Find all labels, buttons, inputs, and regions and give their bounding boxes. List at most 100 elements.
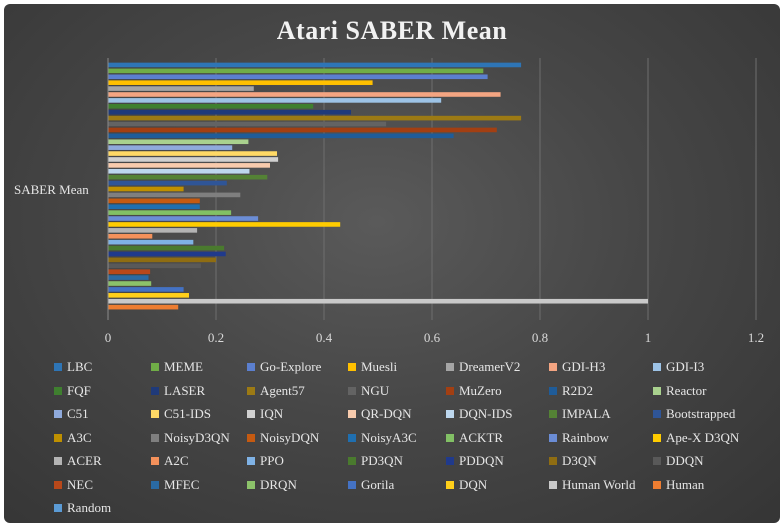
bar-gdi-i3 [108, 98, 442, 103]
bar-a2c [108, 233, 153, 239]
legend-label: DQN [459, 476, 488, 492]
legend-label: NoisyDQN [260, 429, 320, 445]
legend-swatch [151, 386, 159, 395]
legend-label: DRQN [260, 476, 297, 492]
legend-item: Human World [549, 476, 635, 494]
legend-label: Muesli [361, 359, 398, 374]
legend-item: Bootstrapped [653, 405, 735, 423]
legend-item: PPO [247, 452, 284, 470]
legend-item: MuZero [446, 382, 502, 400]
legend-swatch [54, 433, 62, 442]
legend-swatch [446, 480, 454, 489]
legend-label: Human World [562, 476, 636, 492]
bar-laser [108, 109, 351, 115]
bar-muesli [108, 80, 373, 85]
x-tick-label: 0.4 [316, 330, 333, 345]
legend-label: A3C [67, 429, 92, 445]
bar-ape-x-d3qn [108, 222, 341, 227]
bar-muzero [108, 127, 497, 133]
legend-label: C51 [67, 406, 89, 421]
legend-item: NoisyDQN [247, 429, 319, 447]
bar-human [108, 304, 179, 310]
legend-swatch [247, 410, 255, 418]
legend-label: Agent57 [260, 382, 305, 398]
legend-item: Reactor [653, 382, 706, 400]
legend-label: A2C [164, 453, 189, 468]
legend-item: Ape-X D3QN [653, 429, 739, 447]
legend-item: LASER [151, 382, 205, 400]
legend-swatch [348, 480, 356, 489]
legend-item: GDI-H3 [549, 358, 605, 376]
legend-label: Ape-X D3QN [666, 429, 740, 445]
bar-bootstrapped [108, 180, 227, 186]
x-tick-label: 0.2 [208, 330, 224, 345]
legend-item: NoisyA3C [348, 429, 417, 447]
legend-item: Agent57 [247, 382, 305, 400]
legend-swatch [446, 410, 454, 418]
legend-swatch [247, 386, 255, 395]
legend-swatch [653, 410, 661, 418]
legend-item: IQN [247, 405, 283, 423]
bar-pddqn [108, 251, 226, 257]
legend-label: PPO [260, 453, 284, 468]
legend-swatch [54, 410, 62, 418]
bar-gorila [108, 287, 184, 292]
legend-label: R2D2 [562, 382, 594, 398]
legend-item: PDDQN [446, 452, 504, 470]
legend-item: Human [653, 476, 704, 494]
legend-swatch [549, 457, 557, 465]
legend-label: GDI-I3 [666, 359, 705, 374]
legend-label: QR-DQN [361, 406, 412, 421]
legend-item: FQF [54, 382, 91, 400]
legend-item: R2D2 [549, 382, 593, 400]
legend-swatch [247, 480, 255, 489]
legend-item: IMPALA [549, 405, 611, 423]
legend-label: GDI-H3 [562, 359, 606, 374]
legend-swatch [247, 457, 255, 465]
legend-item: DreamerV2 [446, 358, 520, 376]
legend-item: Rainbow [549, 429, 609, 447]
legend-item: GDI-I3 [653, 358, 704, 376]
legend-swatch [151, 457, 159, 465]
bar-impala [108, 174, 268, 180]
bar-d3qn [108, 257, 216, 263]
legend-swatch [549, 480, 557, 489]
legend-swatch [348, 457, 356, 465]
bar-dqn [108, 293, 189, 298]
legend-swatch [549, 363, 557, 371]
bar-noisya3c [108, 204, 200, 210]
bar-fqf [108, 104, 314, 109]
bar-drqn [108, 281, 152, 286]
legend-item: DQN-IDS [446, 405, 512, 423]
legend-swatch [549, 410, 557, 418]
bar-nec [108, 269, 151, 274]
legend-swatch [54, 363, 62, 371]
legend-label: LASER [164, 382, 206, 398]
legend-swatch [653, 433, 661, 442]
bar-noisydqn [108, 198, 200, 204]
bar-reactor [108, 139, 249, 145]
x-tick-label: 1 [645, 330, 652, 345]
bar-dqn-ids [108, 168, 250, 174]
legend-swatch [247, 433, 255, 442]
legend-item: DDQN [653, 452, 704, 470]
legend-label: DreamerV2 [459, 359, 521, 374]
legend-label: DQN-IDS [459, 406, 513, 421]
legend-swatch [653, 363, 661, 371]
legend-item: QR-DQN [348, 405, 412, 423]
legend-label: NoisyD3QN [164, 429, 230, 445]
legend-swatch [653, 480, 661, 489]
legend-item: NGU [348, 382, 389, 400]
bar-qr-dqn [108, 163, 270, 168]
legend-swatch [348, 386, 356, 395]
x-tick-label: 1.2 [748, 330, 764, 345]
legend-label: MuZero [459, 382, 502, 398]
x-tick-label: 0.6 [424, 330, 441, 345]
legend-swatch [54, 504, 62, 512]
bar-mfec [108, 275, 149, 280]
legend-swatch [348, 410, 356, 418]
legend-label: LBC [67, 359, 93, 374]
plot-area: 0 0.2 0.4 0.6 0.8 1 1.2 SABER Mean [14, 58, 764, 345]
chart-title: Atari SABER Mean [276, 16, 508, 45]
legend-item: MFEC [151, 476, 199, 494]
